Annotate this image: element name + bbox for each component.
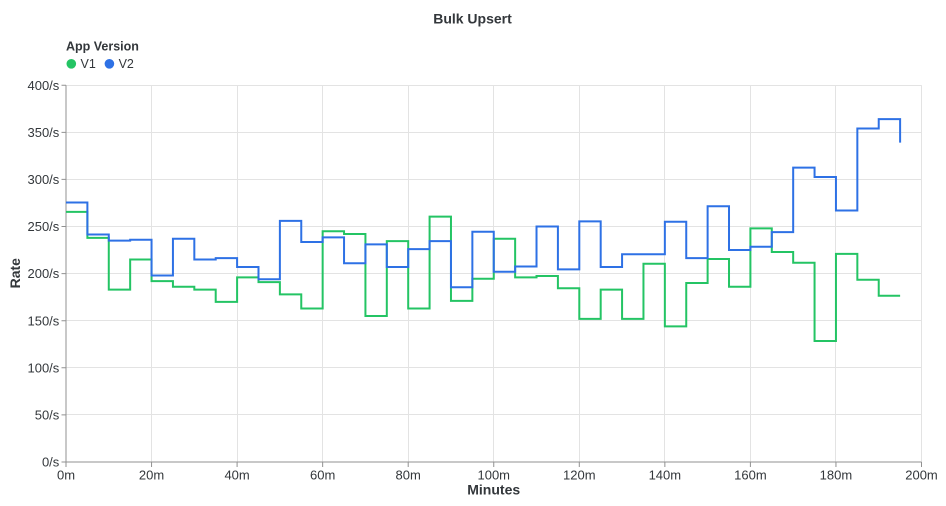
svg-text:40m: 40m [224, 468, 249, 483]
svg-text:V1: V1 [81, 57, 96, 71]
svg-text:Minutes: Minutes [467, 482, 520, 498]
svg-text:0m: 0m [57, 468, 75, 483]
svg-text:120m: 120m [563, 468, 596, 483]
svg-text:400/s: 400/s [27, 78, 59, 93]
svg-text:140m: 140m [649, 468, 682, 483]
svg-text:20m: 20m [139, 468, 164, 483]
svg-text:Rate: Rate [7, 258, 23, 289]
svg-text:80m: 80m [396, 468, 421, 483]
svg-text:60m: 60m [310, 468, 335, 483]
svg-text:App Version: App Version [66, 40, 139, 54]
svg-text:200m: 200m [905, 468, 938, 483]
svg-text:180m: 180m [820, 468, 853, 483]
svg-text:300/s: 300/s [27, 172, 59, 187]
svg-text:0/s: 0/s [42, 455, 60, 470]
svg-text:200/s: 200/s [27, 266, 59, 281]
svg-text:100/s: 100/s [27, 360, 59, 375]
svg-text:350/s: 350/s [27, 125, 59, 140]
svg-text:250/s: 250/s [27, 219, 59, 234]
svg-text:50/s: 50/s [35, 408, 60, 423]
svg-text:V2: V2 [119, 57, 134, 71]
svg-text:150/s: 150/s [27, 313, 59, 328]
svg-text:160m: 160m [734, 468, 767, 483]
svg-text:Bulk Upsert: Bulk Upsert [433, 11, 512, 27]
svg-text:100m: 100m [477, 468, 510, 483]
